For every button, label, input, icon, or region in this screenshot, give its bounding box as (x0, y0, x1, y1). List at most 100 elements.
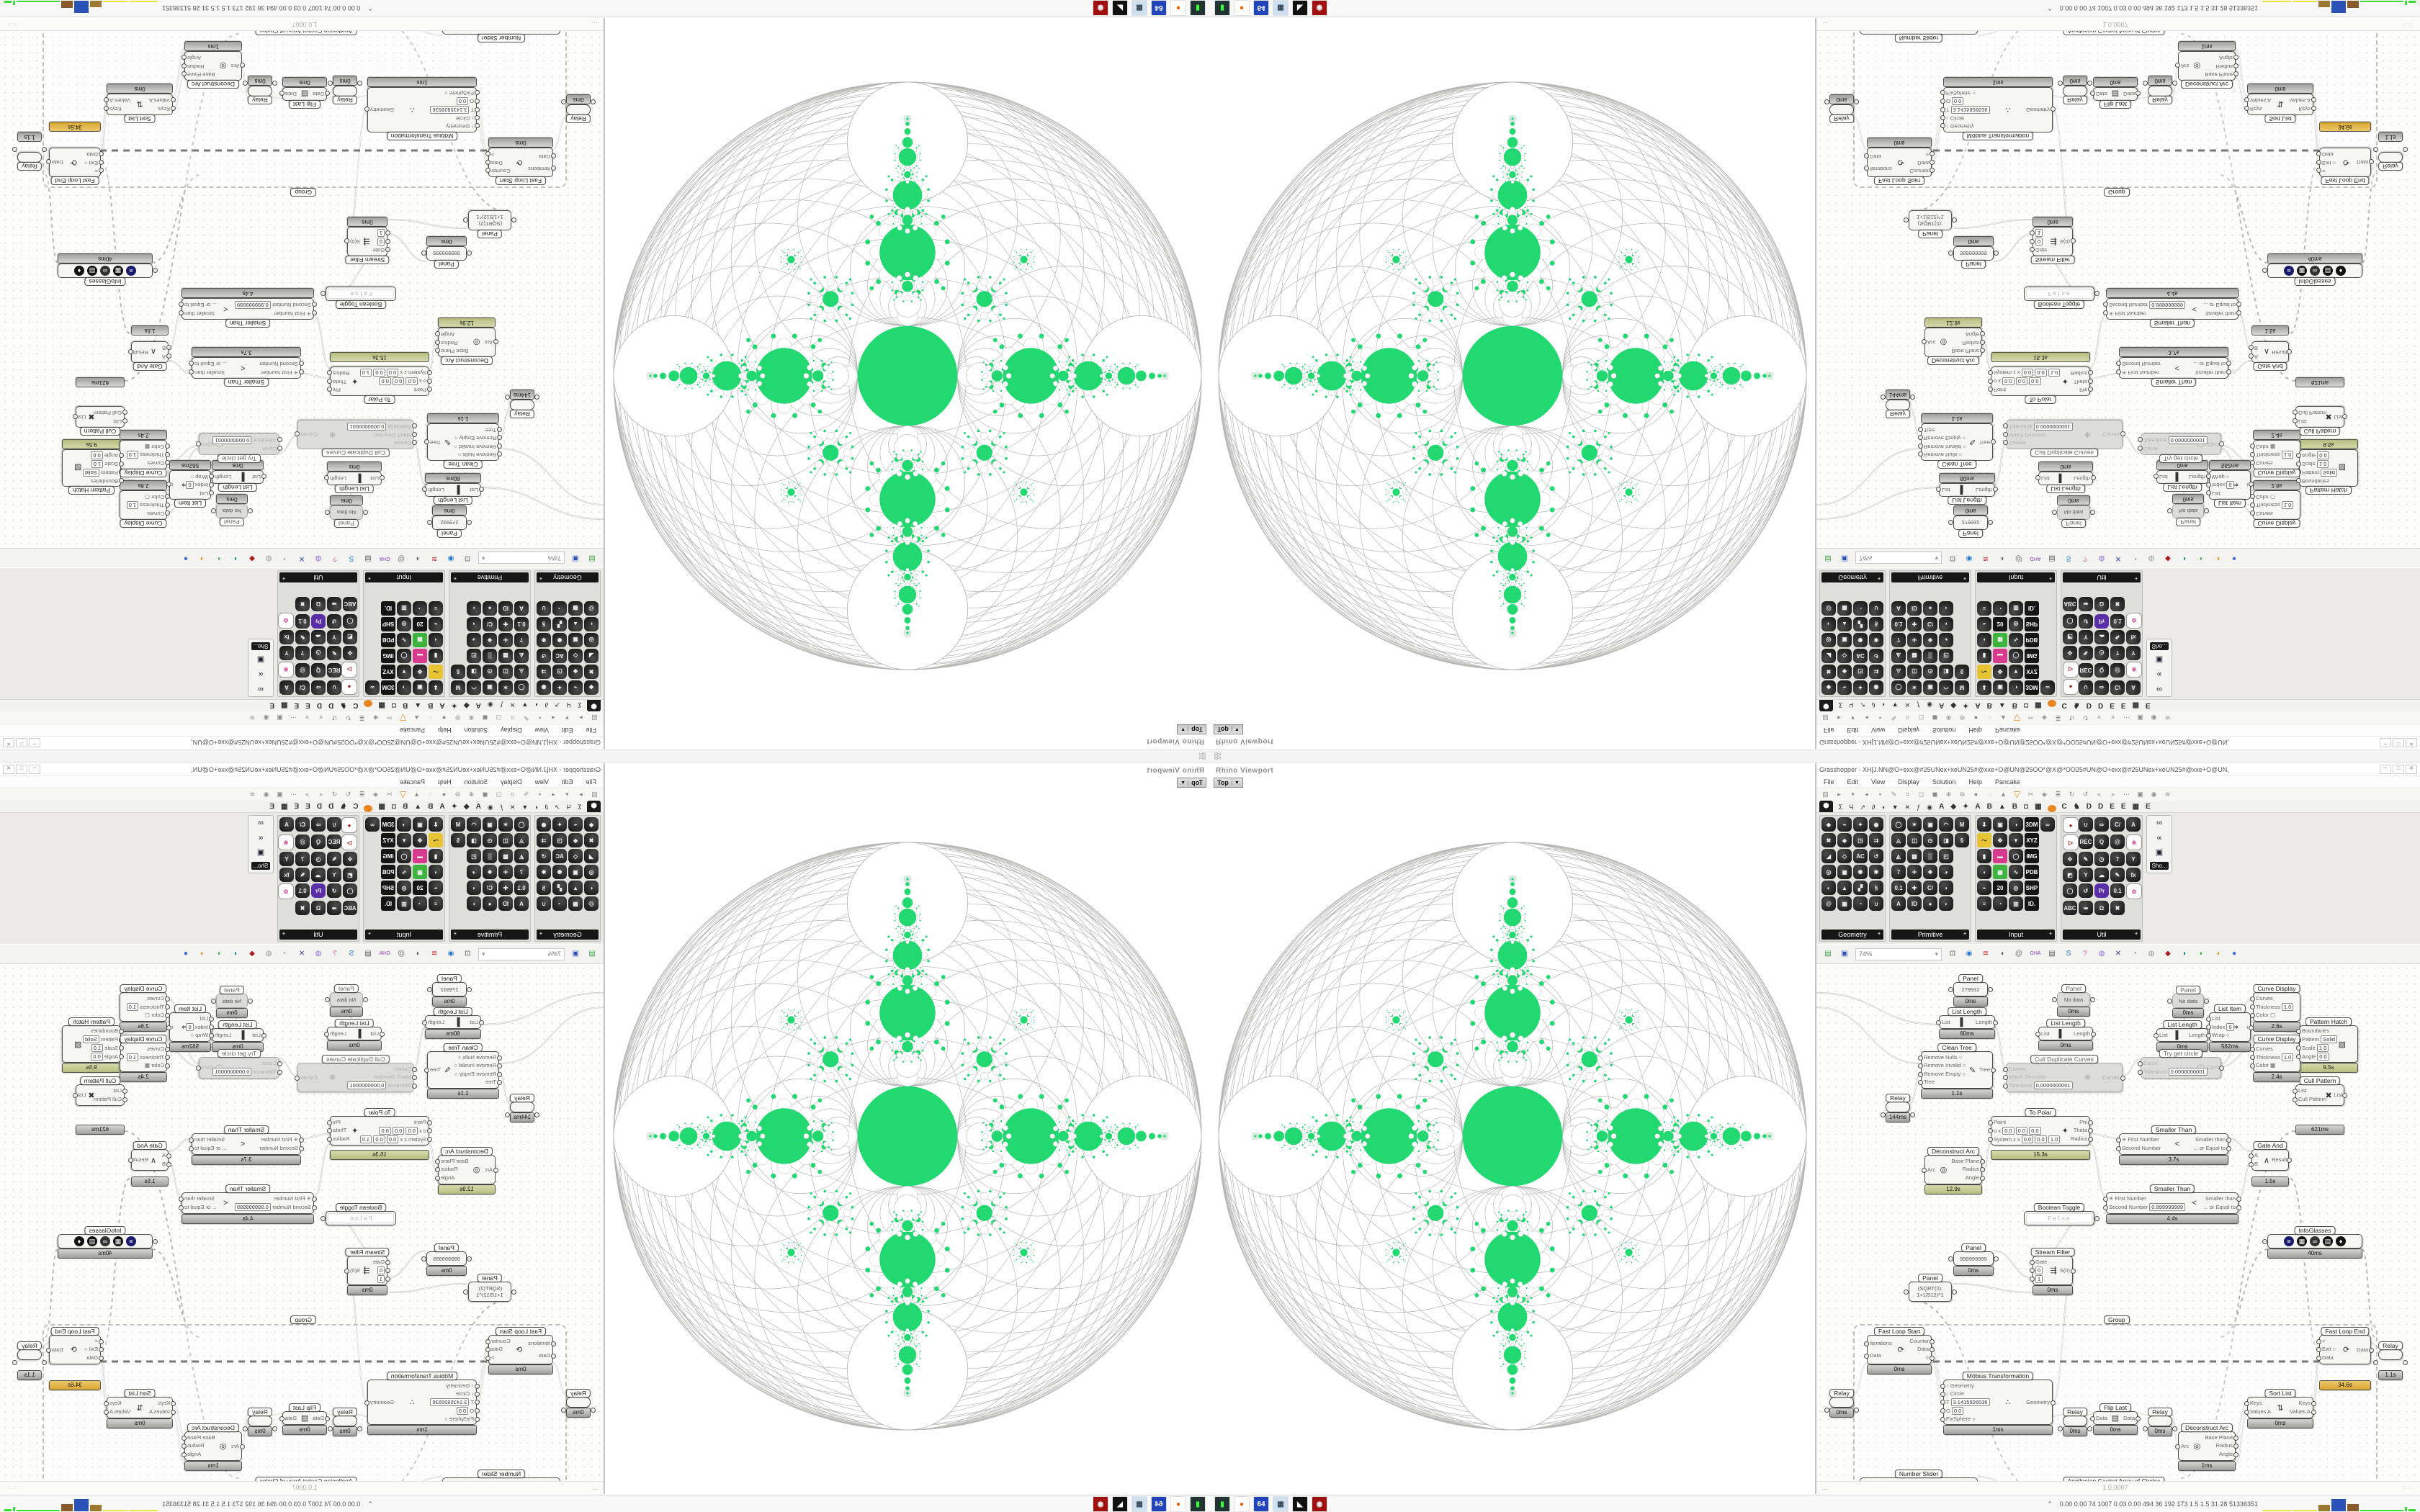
component-icon[interactable]: ✦ (552, 680, 567, 695)
input-port[interactable] (2249, 354, 2254, 359)
component-icon[interactable]: ⬇ (1977, 680, 1991, 695)
input-port[interactable] (1864, 1354, 1869, 1359)
menu-item-edit[interactable]: Edit (561, 726, 573, 734)
output-port[interactable] (1980, 1167, 1985, 1173)
component-icon[interactable]: ◯ (514, 817, 529, 832)
input-port[interactable] (299, 369, 304, 374)
input-port[interactable] (1940, 1383, 1945, 1389)
panel-content[interactable]: No data (2063, 996, 2084, 1003)
tab-icon[interactable]: ◉ (1927, 701, 1933, 708)
component-icon[interactable]: ✿ (278, 883, 294, 899)
output-port[interactable] (1930, 1347, 1935, 1353)
value-box[interactable]: 0.0 (2015, 377, 2028, 386)
component-icon[interactable]: Y (279, 852, 294, 866)
output-port[interactable] (2403, 1360, 2408, 1365)
toolbar-icon[interactable]: ↻ (2069, 714, 2075, 722)
value-box[interactable]: 0 (377, 1266, 385, 1274)
component-icon[interactable]: ◷ (483, 665, 497, 679)
input-port[interactable] (153, 1239, 158, 1244)
component-icon[interactable]: ▷ (341, 662, 357, 678)
canvas-tool-icon[interactable]: ≋ (1982, 950, 1989, 958)
component-icon[interactable]: ∞ (2040, 680, 2055, 695)
output-port[interactable] (182, 54, 187, 60)
input-port[interactable] (2250, 510, 2255, 516)
menu-item-solution[interactable]: Solution (1932, 778, 1956, 786)
input-port[interactable] (2090, 91, 2095, 96)
infoglasses-icon[interactable]: ♦ (2336, 1236, 2346, 1246)
input-port[interactable] (2250, 460, 2255, 466)
component-icon[interactable]: ID. (2025, 896, 2039, 911)
component-icon[interactable]: ⌁ (429, 881, 443, 895)
input-port[interactable] (2250, 1013, 2255, 1019)
component-icon[interactable]: ◫ (1907, 833, 1922, 847)
tab-plugin[interactable]: ▦ (2132, 701, 2139, 709)
canvas-tool-icon[interactable]: ◆ (249, 950, 255, 958)
toolbar-icon[interactable]: ✎ (523, 790, 529, 798)
input-port[interactable] (2250, 996, 2255, 1002)
toolbar-icon[interactable]: ⋯ (2123, 714, 2130, 722)
component-icon[interactable]: 20 (1993, 881, 2007, 895)
component-icon[interactable]: ✥ (413, 833, 427, 847)
canvas-tool-icon[interactable]: ▤ (1824, 950, 1832, 958)
input-port[interactable] (2035, 475, 2040, 481)
tab-plugin[interactable]: A (1975, 803, 1981, 811)
component-icon[interactable]: ✛ (498, 865, 513, 879)
input-port[interactable] (1864, 153, 1869, 158)
component-icon[interactable]: 7 (295, 852, 310, 866)
input-port[interactable] (497, 426, 502, 432)
component-icon[interactable]: ↺ (537, 649, 551, 663)
component-icon[interactable]: ◗ (467, 896, 481, 911)
output-port[interactable] (2249, 1025, 2254, 1030)
menu-item-pancake[interactable]: Pancake (400, 726, 426, 734)
input-port[interactable] (165, 502, 170, 508)
component-icon[interactable]: ◠ (467, 817, 481, 832)
output-port[interactable] (189, 361, 194, 366)
input-port[interactable] (427, 1137, 432, 1142)
value-box[interactable]: 0.0000000001 (347, 1081, 387, 1090)
output-port[interactable] (211, 999, 216, 1004)
input-port[interactable] (2250, 443, 2255, 449)
value-box[interactable]: 0.0 (373, 369, 385, 377)
toolbar-icon[interactable]: ⊖ (1959, 790, 1966, 798)
input-port[interactable] (385, 239, 390, 244)
menu-item-view[interactable]: View (534, 778, 549, 786)
component-icon[interactable]: ⌁ (1837, 680, 1852, 695)
toolbar-icon[interactable]: » (2110, 714, 2115, 722)
component-icon[interactable]: ✚ (1907, 617, 1922, 631)
canvas-tool-icon[interactable]: ◑ (200, 554, 205, 562)
tab-plugin[interactable]: A (475, 701, 481, 709)
component-icon[interactable]: ∪ (1869, 896, 1883, 911)
input-port[interactable] (467, 987, 472, 992)
infoglasses-icon[interactable]: ▤ (87, 1236, 97, 1246)
tab-plugin[interactable]: D (328, 803, 334, 811)
input-port[interactable] (551, 1341, 556, 1346)
output-port[interactable] (327, 1137, 332, 1143)
component-icon[interactable]: ◑ (2009, 817, 2023, 832)
input-port[interactable] (165, 1046, 170, 1052)
component-icon[interactable]: ◎ (1821, 633, 1836, 647)
toolbar-icon[interactable]: ↻ (2069, 790, 2075, 798)
component-icon[interactable]: M (1955, 680, 1969, 695)
component-icon[interactable]: ✣ (343, 646, 357, 660)
component-icon[interactable]: ✖ (295, 597, 310, 611)
component-icon[interactable]: ▞ (1853, 617, 1868, 631)
component-icon[interactable]: ◷ (2094, 646, 2109, 660)
component-icon[interactable]: ∞ (365, 817, 380, 832)
component-icon[interactable]: ▬ (413, 849, 427, 863)
component-icon[interactable]: ⇨ (311, 817, 326, 832)
component-icon[interactable]: ✣ (343, 852, 357, 866)
component-icon[interactable]: ◠ (467, 680, 481, 695)
component-icon[interactable]: ✎ (2110, 630, 2125, 644)
output-port[interactable] (2233, 54, 2238, 60)
tab-plugin[interactable]: E (305, 701, 310, 709)
component-icon[interactable]: ⇉ (537, 665, 551, 679)
infoglasses-icon[interactable]: ∞ (100, 1236, 110, 1246)
input-port[interactable] (2262, 1239, 2267, 1244)
output-port[interactable] (2233, 1444, 2238, 1449)
canvas-tool-icon[interactable]: ◑ (2215, 950, 2220, 958)
component-icon[interactable]: A (279, 817, 294, 832)
toolbar-icon[interactable]: ▲ (2000, 790, 2007, 798)
output-port[interactable] (2369, 1347, 2374, 1353)
floppy-64-icon[interactable]: 64 (1151, 0, 1167, 16)
menu-item-solution[interactable]: Solution (464, 778, 488, 786)
